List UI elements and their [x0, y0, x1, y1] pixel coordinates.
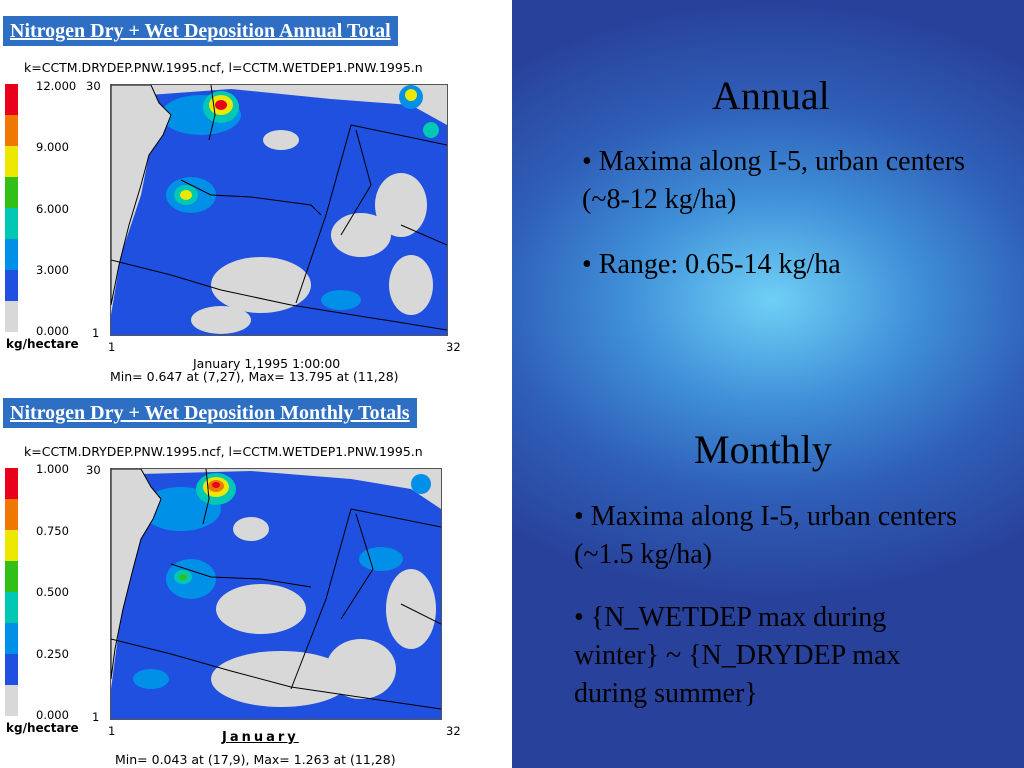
- left-panel: Nitrogen Dry + Wet Deposition Annual Tot…: [3, 16, 461, 767]
- monthly-month-label: January: [222, 730, 299, 745]
- legend-swatch: [5, 468, 18, 499]
- legend-label: 0.750: [36, 524, 69, 538]
- y-axis-top: 30: [86, 463, 101, 477]
- monthly-banner: Nitrogen Dry + Wet Deposition Monthly To…: [3, 398, 417, 428]
- right-panel: Annual • Maxima along I-5, urban centers…: [512, 0, 1024, 768]
- annual-unit-label: kg/hectare: [6, 337, 79, 351]
- y-axis-bottom: 1: [92, 326, 100, 340]
- monthly-legend: [5, 468, 18, 716]
- legend-swatch: [5, 623, 18, 654]
- legend-label: 3.000: [36, 263, 69, 277]
- legend-swatch: [5, 115, 18, 146]
- monthly-unit-label: kg/hectare: [6, 721, 79, 735]
- annual-minmax: Min= 0.647 at (7,27), Max= 13.795 at (11…: [110, 369, 399, 384]
- legend-label: 1.000: [36, 462, 69, 476]
- legend-swatch: [5, 239, 18, 270]
- legend-label: 0.000: [36, 324, 69, 338]
- x-axis-left: 1: [108, 724, 116, 738]
- annual-date: January 1,1995 1:00:00: [193, 356, 341, 371]
- legend-label: 0.000: [36, 708, 69, 722]
- legend-swatch: [5, 270, 18, 301]
- monthly-heading: Monthly: [694, 427, 832, 472]
- legend-label: 6.000: [36, 202, 69, 216]
- legend-swatch: [5, 499, 18, 530]
- legend-swatch: [5, 592, 18, 623]
- annual-bullet-1: • Maxima along I-5, urban centers (~8-12…: [582, 146, 966, 215]
- monthly-map-svg: [111, 469, 441, 719]
- legend-label: 12.000: [36, 79, 77, 93]
- monthly-minmax: Min= 0.043 at (17,9), Max= 1.263 at (11,…: [115, 752, 396, 767]
- annual-heading: Annual: [712, 73, 830, 118]
- legend-swatch: [5, 685, 18, 716]
- legend-swatch: [5, 146, 18, 177]
- x-axis-left: 1: [108, 340, 116, 354]
- monthly-bullet-2: • {N_WETDEP max during winter} ~ {N_DRYD…: [574, 602, 901, 709]
- legend-label: 0.250: [36, 647, 69, 661]
- annual-legend: [5, 84, 18, 332]
- annual-bullet-2: • Range: 0.65-14 kg/ha: [582, 249, 841, 280]
- legend-swatch: [5, 561, 18, 592]
- monthly-bullet-1: • Maxima along I-5, urban centers (~1.5 …: [574, 501, 958, 570]
- legend-swatch: [5, 530, 18, 561]
- legend-swatch: [5, 654, 18, 685]
- monthly-file-title: k=CCTM.DRYDEP.PNW.1995.ncf, l=CCTM.WETDE…: [24, 444, 423, 459]
- legend-label: 9.000: [36, 140, 69, 154]
- y-axis-top: 30: [86, 79, 101, 93]
- annual-file-title: k=CCTM.DRYDEP.PNW.1995.ncf, l=CCTM.WETDE…: [24, 60, 423, 75]
- legend-swatch: [5, 177, 18, 208]
- x-axis-right: 32: [446, 340, 461, 354]
- legend-swatch: [5, 208, 18, 239]
- x-axis-right: 32: [446, 724, 461, 738]
- legend-label: 0.500: [36, 585, 69, 599]
- monthly-deposition-map: [110, 468, 442, 720]
- y-axis-bottom: 1: [92, 710, 100, 724]
- annual-banner: Nitrogen Dry + Wet Deposition Annual Tot…: [3, 16, 398, 46]
- legend-swatch: [5, 301, 18, 332]
- legend-swatch: [5, 84, 18, 115]
- annual-map-svg: [111, 85, 447, 335]
- annual-deposition-map: [110, 84, 448, 336]
